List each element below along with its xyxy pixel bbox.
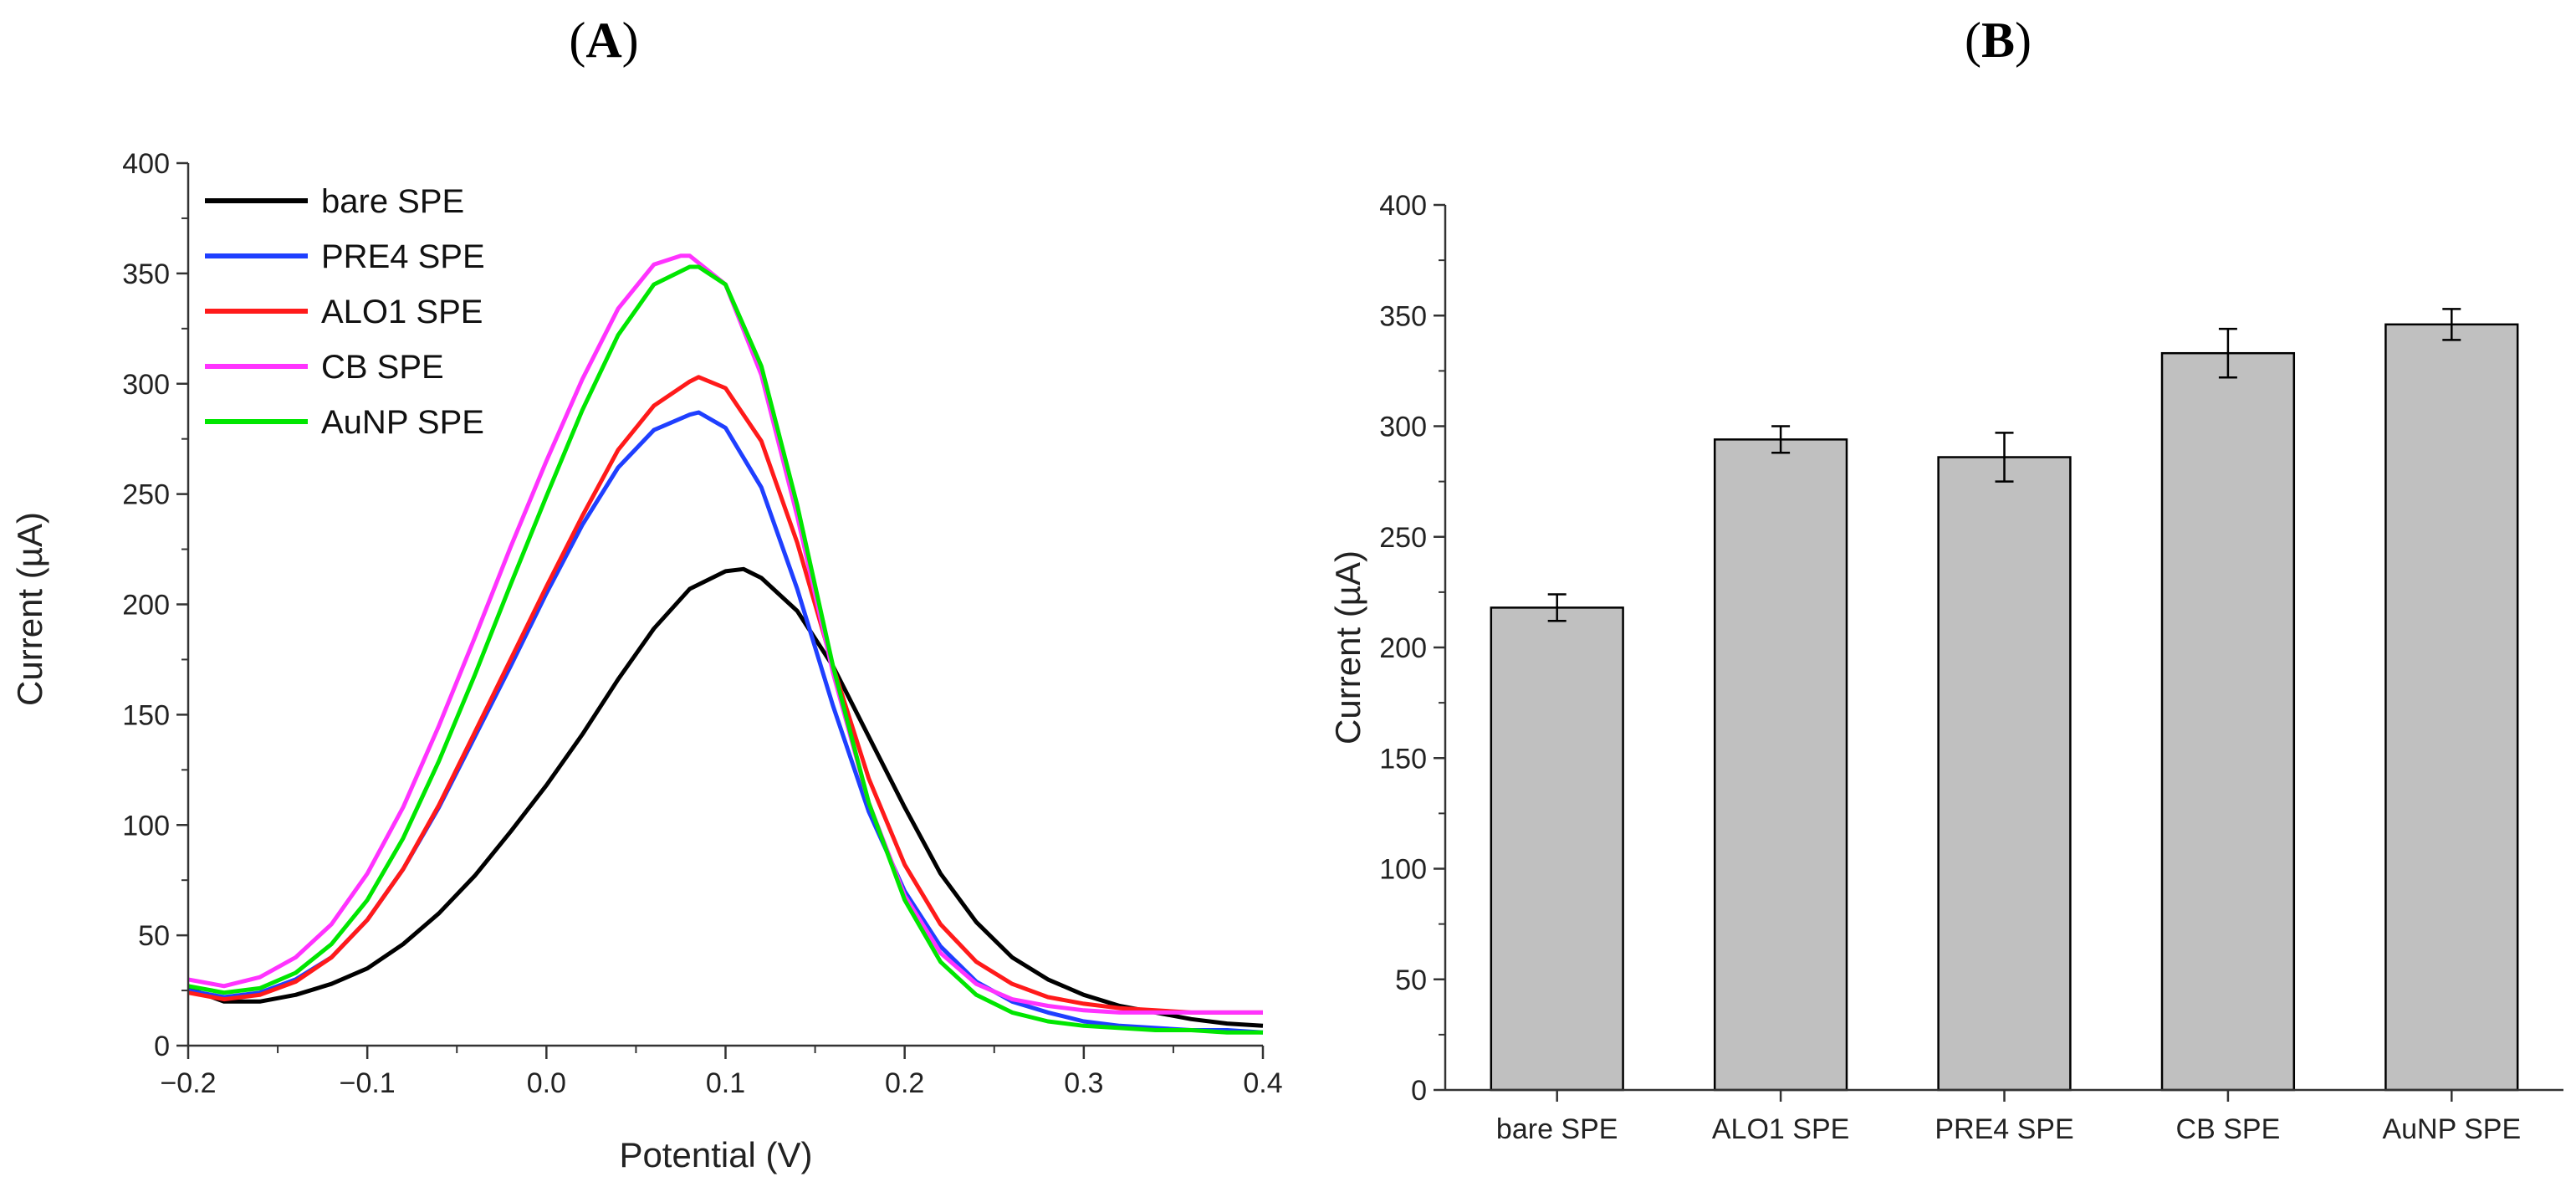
chart-a-x-tick-label: 0.3 <box>1064 1067 1103 1099</box>
chart-a-y-tick-label: 400 <box>122 148 170 180</box>
chart-b-category-label-0: bare SPE <box>1496 1113 1618 1145</box>
panel-b-label: (B) <box>1965 13 2032 68</box>
chart-b-category-label-4: AuNP SPE <box>2382 1113 2521 1145</box>
chart-a-series-line-0 <box>187 566 1264 1028</box>
chart-a-legend-label-0: bare SPE <box>321 183 464 220</box>
chart-b-bar-3 <box>2160 351 2296 1092</box>
chart-a-y-tick-label: 0 <box>154 1031 170 1062</box>
chart-b-category-label-3: CB SPE <box>2176 1113 2281 1145</box>
chart-b-category-label-2: PRE4 SPE <box>1935 1113 2073 1145</box>
chart-a-y-tick-label: 100 <box>122 810 170 842</box>
chart-a-series-line-4 <box>187 264 1263 1035</box>
chart-a-series-line-2 <box>187 375 1263 1015</box>
chart-b-y-tick-label: 50 <box>1395 964 1427 996</box>
chart-b-y-tick-label: 150 <box>1379 743 1427 775</box>
chart-b-y-tick-label: 400 <box>1379 190 1427 222</box>
chart-a-y-tick-label: 350 <box>122 258 170 290</box>
chart-b-y-tick-label: 350 <box>1379 300 1427 332</box>
chart-b: bare SPE ALO1 SPE PRE4 SPE CB SPE AuNP SPE 0 5… <box>1328 190 2563 1145</box>
chart-a-x-tick-label: 0.0 <box>527 1067 566 1099</box>
chart-a-x-tick-label: −0.2 <box>160 1067 216 1099</box>
chart-a: −0.2 −0.1 0.0 0.1 0.2 0.3 0.4 0 50 100 150 200 250 30… <box>10 148 1283 1174</box>
chart-a-legend-label-4: AuNP SPE <box>321 404 484 441</box>
chart-a-y-tick-label: 200 <box>122 590 170 622</box>
chart-a-y-tick-label: 300 <box>122 369 170 401</box>
chart-a-x-axis-title: Potential (V) <box>619 1135 812 1174</box>
chart-a-y-tick-label: 150 <box>122 699 170 731</box>
chart-b-y-tick-label: 300 <box>1379 412 1427 443</box>
chart-b-y-axis-title: Current (µA) <box>1328 550 1367 744</box>
chart-b-y-tick-label: 100 <box>1379 854 1427 886</box>
chart-a-x-tick-label: 0.4 <box>1243 1067 1282 1099</box>
panel-a-label: (A) <box>569 13 638 68</box>
chart-b-y-tick-label: 250 <box>1379 522 1427 554</box>
chart-a-series-line-3 <box>187 253 1263 1015</box>
chart-a-y-tick-label: 50 <box>138 920 170 952</box>
chart-a-y-axis-title: Current (µA) <box>10 512 49 706</box>
chart-a-y-tick-label: 250 <box>122 479 170 511</box>
chart-a-legend-label-3: CB SPE <box>321 349 444 386</box>
chart-a-legend: bare SPE PRE4 SPE ALO1 SPE CB SPE AuNP SPE <box>205 183 485 441</box>
chart-a-x-tick-label: 0.2 <box>885 1067 924 1099</box>
chart-b-category-label-1: ALO1 SPE <box>1712 1113 1849 1145</box>
chart-a-legend-label-1: PRE4 SPE <box>321 238 485 275</box>
chart-a-x-tick-label: 0.1 <box>706 1067 745 1099</box>
chart-b-bar-1 <box>1713 438 1848 1092</box>
chart-b-y-tick-label: 0 <box>1411 1075 1427 1107</box>
chart-a-legend-label-2: ALO1 SPE <box>321 294 483 330</box>
chart-b-bar-2 <box>1937 456 2072 1092</box>
chart-b-y-tick-label: 200 <box>1379 632 1427 664</box>
chart-a-x-tick-label: −0.1 <box>340 1067 396 1099</box>
chart-b-bar-4 <box>2384 323 2519 1092</box>
chart-b-bar-0 <box>1490 606 1624 1092</box>
